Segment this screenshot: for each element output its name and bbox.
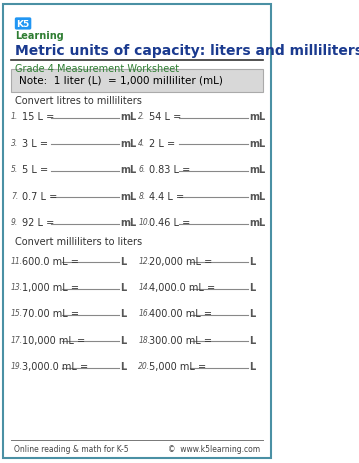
Text: 17.: 17. <box>11 335 23 344</box>
Text: L: L <box>249 282 256 293</box>
Text: Convert litres to milliliters: Convert litres to milliliters <box>15 96 142 106</box>
Text: 11.: 11. <box>11 256 23 265</box>
Text: L: L <box>121 335 127 345</box>
Text: L: L <box>249 335 256 345</box>
FancyBboxPatch shape <box>11 69 263 93</box>
Text: Learning: Learning <box>15 31 64 41</box>
Text: 0.83 L =: 0.83 L = <box>149 165 191 175</box>
Text: mL: mL <box>121 165 137 175</box>
Text: 5 L =: 5 L = <box>23 165 48 175</box>
Text: 6.: 6. <box>138 165 146 174</box>
Text: Grade 4 Measurement Worksheet: Grade 4 Measurement Worksheet <box>15 64 179 74</box>
Text: 12.: 12. <box>138 256 150 265</box>
Text: 8.: 8. <box>138 191 146 200</box>
Text: 14.: 14. <box>138 282 150 291</box>
Text: 13.: 13. <box>11 282 23 291</box>
Text: mL: mL <box>121 218 137 228</box>
Text: Note:  1 liter (L)  = 1,000 milliliter (mL): Note: 1 liter (L) = 1,000 milliliter (mL… <box>19 75 223 86</box>
Text: Online reading & math for K-5: Online reading & math for K-5 <box>14 444 128 452</box>
Text: 7.: 7. <box>11 191 18 200</box>
Text: ©  www.k5learning.com: © www.k5learning.com <box>168 444 260 452</box>
Text: 10.: 10. <box>138 218 150 226</box>
Text: 20,000 mL =: 20,000 mL = <box>149 256 213 266</box>
Text: 3.: 3. <box>11 138 18 147</box>
Text: 16.: 16. <box>138 309 150 318</box>
Text: 4.4 L =: 4.4 L = <box>149 191 185 201</box>
Text: 92 L =: 92 L = <box>23 218 55 228</box>
Text: 19.: 19. <box>11 362 23 370</box>
Text: 4,000.0 mL =: 4,000.0 mL = <box>149 282 215 293</box>
Text: 4.: 4. <box>138 138 146 147</box>
Text: 5,000 mL =: 5,000 mL = <box>149 362 206 372</box>
Text: Metric units of capacity: liters and milliliters: Metric units of capacity: liters and mil… <box>15 44 359 57</box>
Text: 9.: 9. <box>11 218 18 226</box>
Text: L: L <box>249 362 256 372</box>
Text: L: L <box>121 309 127 319</box>
Text: 0.7 L =: 0.7 L = <box>23 191 58 201</box>
Text: 300.00 mL =: 300.00 mL = <box>149 335 212 345</box>
Text: 10,000 mL =: 10,000 mL = <box>23 335 85 345</box>
Text: 0.46 L =: 0.46 L = <box>149 218 191 228</box>
Text: 2 L =: 2 L = <box>149 138 176 149</box>
Text: L: L <box>249 256 256 266</box>
Text: mL: mL <box>121 138 137 149</box>
Text: mL: mL <box>249 138 266 149</box>
Text: Convert milliliters to liters: Convert milliliters to liters <box>15 237 142 247</box>
Text: mL: mL <box>121 112 137 122</box>
Text: L: L <box>121 362 127 372</box>
Text: 3 L =: 3 L = <box>23 138 48 149</box>
Text: 1,000 mL =: 1,000 mL = <box>23 282 79 293</box>
Text: 15.: 15. <box>11 309 23 318</box>
Text: 15 L =: 15 L = <box>23 112 55 122</box>
Text: mL: mL <box>249 218 266 228</box>
Text: 5.: 5. <box>11 165 18 174</box>
Text: mL: mL <box>121 191 137 201</box>
Text: mL: mL <box>249 112 266 122</box>
Text: 400.00 mL =: 400.00 mL = <box>149 309 212 319</box>
Text: 54 L =: 54 L = <box>149 112 182 122</box>
Text: 70.00 mL =: 70.00 mL = <box>23 309 79 319</box>
Text: mL: mL <box>249 191 266 201</box>
Text: 3,000.0 mL =: 3,000.0 mL = <box>23 362 89 372</box>
Text: L: L <box>121 256 127 266</box>
Text: 600.0 mL =: 600.0 mL = <box>23 256 79 266</box>
Text: L: L <box>249 309 256 319</box>
Text: 18.: 18. <box>138 335 150 344</box>
Text: mL: mL <box>249 165 266 175</box>
Text: 20.: 20. <box>138 362 150 370</box>
Text: 1.: 1. <box>11 112 18 121</box>
Text: L: L <box>121 282 127 293</box>
Text: 2.: 2. <box>138 112 146 121</box>
Text: K5: K5 <box>17 20 30 29</box>
